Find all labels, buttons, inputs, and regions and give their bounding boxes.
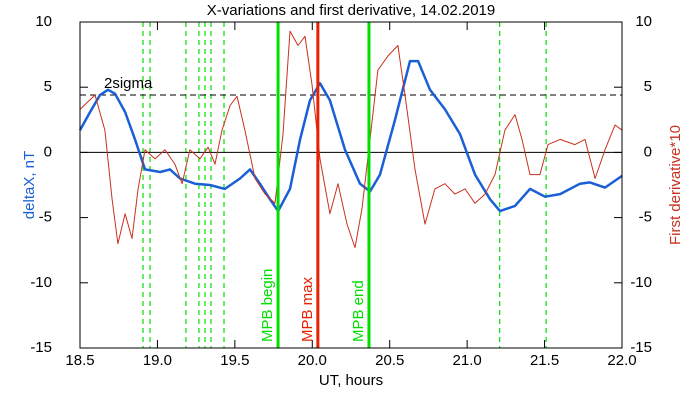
marker-label: MPB max (299, 276, 316, 342)
x-tick-label: 18.5 (65, 352, 94, 369)
chart-title: X-variations and first derivative, 14.02… (207, 2, 496, 19)
threshold-label: 2sigma (104, 75, 153, 92)
marker-label: MPB end (350, 280, 367, 342)
y2-tick-label: -10 (630, 274, 652, 291)
series-line (79, 30, 623, 249)
series-line (78, 59, 623, 213)
y-tick-label: -5 (39, 209, 52, 226)
marker-label: MPB begin (259, 269, 276, 342)
y-tick-label: 10 (35, 13, 52, 30)
x-tick-label: 21.5 (530, 352, 559, 369)
x-tick-label: 19.0 (143, 352, 172, 369)
y2-tick-label: 10 (635, 13, 652, 30)
y-tick-label: -15 (30, 339, 52, 356)
y-tick-label: -10 (30, 274, 52, 291)
y-tick-label: 0 (44, 143, 52, 160)
y-tick-label: 5 (44, 78, 52, 95)
y2-tick-label: -5 (639, 209, 652, 226)
x-axis-label: UT, hours (319, 372, 383, 389)
y2-axis-label: First derivative*10 (667, 125, 684, 245)
x-tick-label: 22.0 (607, 352, 636, 369)
plot-frame (79, 21, 623, 349)
y2-tick-label: 5 (644, 78, 652, 95)
x-tick-label: 19.5 (220, 352, 249, 369)
y2-tick-label: 0 (644, 143, 652, 160)
y-axis-label: deltaX, nT (21, 151, 38, 219)
y2-tick-label: -15 (630, 339, 652, 356)
x-tick-label: 20.5 (375, 352, 404, 369)
x-tick-label: 21.0 (453, 352, 482, 369)
x-tick-label: 20.0 (298, 352, 327, 369)
